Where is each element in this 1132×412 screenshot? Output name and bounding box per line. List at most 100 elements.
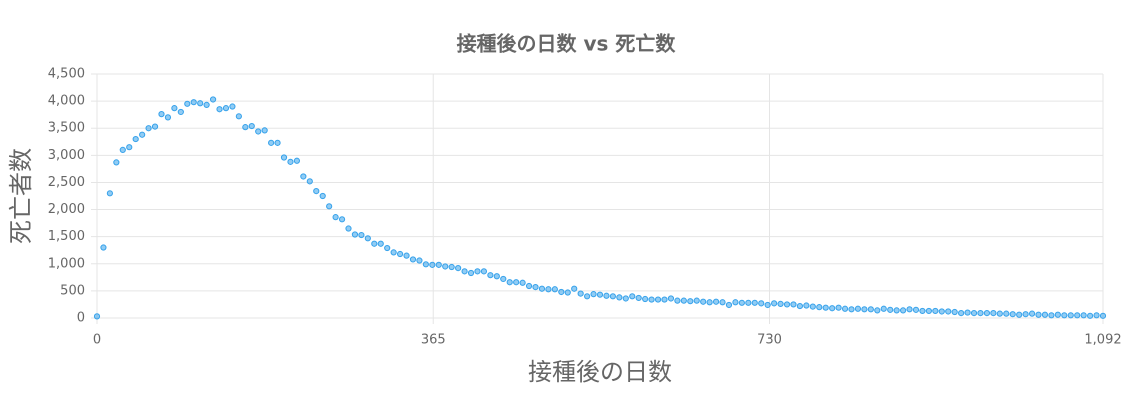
point bbox=[732, 299, 739, 306]
point bbox=[255, 128, 262, 135]
point bbox=[190, 99, 197, 106]
point bbox=[480, 268, 488, 275]
point bbox=[616, 294, 623, 301]
point bbox=[1016, 311, 1023, 318]
point bbox=[429, 261, 436, 268]
point bbox=[712, 298, 720, 305]
point bbox=[912, 306, 920, 313]
point bbox=[371, 240, 378, 247]
point bbox=[1009, 311, 1016, 318]
point bbox=[377, 240, 384, 247]
point bbox=[925, 307, 932, 315]
y-tick-label: 4,500 bbox=[48, 67, 85, 82]
point bbox=[345, 225, 352, 232]
point bbox=[145, 125, 152, 132]
point bbox=[351, 231, 359, 238]
point bbox=[139, 131, 146, 138]
point bbox=[809, 303, 816, 310]
point bbox=[738, 299, 745, 306]
point bbox=[648, 296, 655, 303]
point bbox=[545, 286, 552, 293]
point bbox=[384, 244, 391, 252]
point bbox=[538, 285, 546, 292]
y-tick-label: 3,500 bbox=[48, 121, 85, 136]
point bbox=[571, 285, 578, 292]
point bbox=[584, 293, 591, 300]
y-tick-label: 2,000 bbox=[48, 202, 85, 217]
y-axis-title: 死亡者数 bbox=[7, 148, 35, 244]
point bbox=[442, 263, 449, 270]
x-tick-label: 365 bbox=[421, 333, 446, 348]
point bbox=[403, 252, 410, 259]
point bbox=[1067, 312, 1074, 319]
point bbox=[1054, 311, 1061, 318]
point bbox=[816, 304, 823, 311]
point bbox=[596, 291, 604, 298]
point bbox=[171, 105, 178, 112]
point bbox=[1003, 310, 1010, 317]
point bbox=[326, 203, 333, 210]
y-tick-label: 2,500 bbox=[48, 175, 85, 190]
point bbox=[126, 144, 133, 151]
point bbox=[861, 306, 868, 313]
point bbox=[364, 235, 371, 242]
point bbox=[416, 257, 423, 264]
point bbox=[177, 108, 184, 116]
point bbox=[313, 188, 320, 195]
point bbox=[687, 298, 694, 305]
point bbox=[667, 295, 675, 302]
point bbox=[132, 135, 139, 143]
point bbox=[396, 250, 404, 258]
y-tick-label: 1,000 bbox=[48, 256, 85, 271]
chart-title: 接種後の日数 vs 死亡数 bbox=[457, 32, 677, 56]
point bbox=[113, 159, 120, 166]
point bbox=[274, 139, 281, 146]
point bbox=[783, 301, 791, 308]
point bbox=[197, 100, 204, 107]
point bbox=[203, 101, 210, 109]
point bbox=[706, 299, 713, 306]
point bbox=[635, 294, 642, 302]
point bbox=[493, 273, 500, 280]
point bbox=[996, 310, 1003, 317]
point bbox=[229, 103, 236, 110]
point bbox=[390, 249, 397, 256]
point bbox=[887, 306, 894, 313]
point bbox=[1074, 312, 1081, 319]
point bbox=[164, 114, 172, 121]
point bbox=[461, 268, 468, 275]
point bbox=[300, 173, 307, 180]
point bbox=[945, 308, 952, 315]
point bbox=[222, 105, 230, 112]
point bbox=[674, 297, 681, 304]
point bbox=[835, 304, 842, 311]
point bbox=[455, 265, 462, 272]
x-tick-label: 0 bbox=[93, 333, 101, 348]
point bbox=[261, 127, 268, 134]
point bbox=[551, 286, 558, 293]
point bbox=[758, 300, 765, 307]
x-axis-title: 接種後の日数 bbox=[528, 358, 672, 386]
point bbox=[829, 305, 836, 312]
point bbox=[248, 122, 255, 130]
y-tick-label: 500 bbox=[60, 283, 85, 298]
point bbox=[319, 192, 326, 200]
point bbox=[448, 263, 455, 271]
point bbox=[622, 295, 629, 302]
point bbox=[332, 214, 339, 221]
point bbox=[745, 299, 752, 306]
point bbox=[661, 296, 668, 303]
point bbox=[629, 293, 636, 300]
point bbox=[906, 306, 913, 313]
point bbox=[216, 106, 223, 113]
point bbox=[268, 139, 275, 146]
point bbox=[1022, 311, 1029, 318]
point bbox=[693, 297, 700, 304]
point bbox=[487, 272, 494, 279]
point bbox=[119, 146, 126, 154]
point bbox=[184, 100, 191, 107]
point bbox=[558, 288, 565, 296]
point bbox=[654, 296, 662, 303]
point bbox=[1099, 312, 1107, 319]
point bbox=[977, 310, 984, 317]
